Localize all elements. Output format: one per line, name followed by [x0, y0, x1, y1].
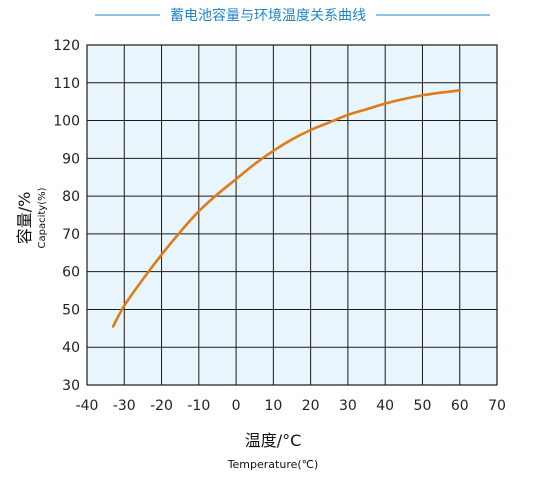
- y-tick-label: 80: [62, 189, 80, 205]
- x-tick-label: 20: [302, 398, 320, 414]
- y-tick-label: 110: [53, 76, 80, 92]
- y-tick-label: 100: [53, 114, 80, 130]
- y-tick-label: 60: [62, 265, 80, 281]
- y-axis-sublabel: Capacity(%): [37, 187, 48, 248]
- y-tick-label: 40: [62, 340, 80, 356]
- x-tick-label: 60: [451, 398, 469, 414]
- x-tick-label: 40: [376, 398, 394, 414]
- x-tick-label: -30: [113, 398, 136, 414]
- x-axis-sublabel: Temperature(℃): [227, 458, 319, 471]
- x-tick-labels: -40 -30 -20 -10 0 10 20 30 40 50 60 70: [76, 398, 506, 414]
- grid-lines: [86, 44, 498, 386]
- y-axis-label: 容量/%: [15, 192, 34, 245]
- chart-title: 蓄电池容量与环境温度关系曲线: [170, 7, 366, 24]
- y-tick-labels: 30 40 50 60 70 80 90 100 110 120: [53, 38, 80, 394]
- x-tick-label: 70: [488, 398, 506, 414]
- plot-area: [86, 44, 498, 386]
- capacity-curve: [111, 89, 462, 328]
- x-tick-label: 50: [414, 398, 432, 414]
- y-tick-label: 30: [62, 378, 80, 394]
- y-tick-label: 50: [62, 302, 80, 318]
- x-tick-label: -20: [150, 398, 173, 414]
- x-tick-label: 10: [264, 398, 282, 414]
- y-tick-label: 70: [62, 227, 80, 243]
- x-tick-label: 0: [232, 398, 241, 414]
- x-axis-label: 温度/°C: [245, 431, 302, 450]
- y-tick-label: 120: [53, 38, 80, 54]
- y-tick-label: 90: [62, 151, 80, 167]
- x-tick-label: -40: [76, 398, 99, 414]
- x-tick-label: -10: [187, 398, 210, 414]
- x-tick-label: 30: [339, 398, 357, 414]
